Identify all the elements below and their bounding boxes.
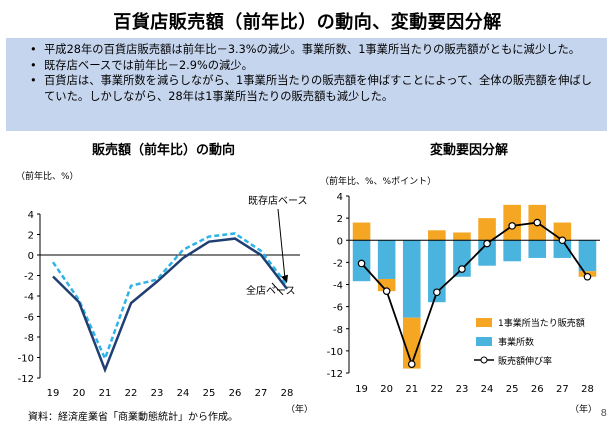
sales-growth-point [382,287,391,295]
per-establishment-bar [402,317,421,369]
right-x-tick-label: 27 [556,384,569,395]
all-store-arrow [271,282,284,296]
source-note: 資料：経済産業省「商業動態統計」から作成。 [28,412,238,423]
right-chart-title: 変動要因分解 [430,143,509,158]
right-x-tick-label: 21 [405,384,418,395]
right-x-axis-label: （年） [570,403,597,415]
legend-label-establishments: 事業所数 [498,336,534,348]
left-y-tick-label: -6 [24,313,34,324]
per-establishment-bar [428,230,446,241]
left-x-tick-label: 27 [255,388,268,399]
right-y-tick-label: -2 [333,258,343,269]
left-x-tick-label: 21 [99,388,112,399]
existing-store-arrowhead [281,274,288,283]
establishments-bar [503,240,521,262]
existing-store-annotation: 既存店ベース [248,194,308,207]
right-x-tick-label: 26 [531,384,544,395]
sales-growth-point [558,236,567,245]
right-y-tick-label: -4 [333,281,343,292]
right-y-tick-label: 4 [337,192,343,203]
left-y-tick-label: 2 [28,231,34,242]
left-x-tick-label: 24 [177,388,190,399]
right-x-tick-label: 24 [481,384,494,395]
right-y-tick-label: 2 [337,214,343,225]
left-y-tick-label: 4 [28,210,34,221]
right-x-tick-label: 22 [430,384,443,395]
right-x-tick-label: 19 [355,384,368,395]
per-establishment-bar [352,222,371,241]
left-x-tick-label: 23 [151,388,164,399]
right-x-tick-label: 23 [456,384,469,395]
per-establishment-bar [377,278,396,292]
sales-growth-point [433,288,441,297]
sales-growth-point [483,239,491,248]
left-x-tick-label: 28 [281,388,294,399]
existing-store-line [51,232,288,362]
establishments-bar [428,240,446,303]
per-establishment-bar [553,222,572,241]
sales-growth-point [533,218,542,227]
legend-label-sales-growth: 販売額伸び率 [498,355,552,367]
summary-bullet: 百貨店は、事業所数を減らしながら、1事業所当たりの販売額を伸ばすことによって、全… [30,73,597,104]
legend-label-per-establishment: 1事業所当たり販売額 [498,317,585,329]
establishments-bar [528,240,547,258]
left-x-tick-label: 20 [73,388,86,399]
establishments-bar [478,240,496,266]
left-y-axis-label: （前年比、%） [16,170,79,182]
right-x-tick-label: 20 [380,384,393,395]
sales-growth-point [508,222,516,230]
left-y-tick-label: -4 [24,292,34,303]
summary-bullet: 既存店ベースでは前年比－2.9%の減少。 [30,58,597,74]
legend-swatch-per-establishment [476,318,492,327]
all-store-line [52,237,288,374]
left-y-tick-label: -8 [24,333,34,344]
right-y-tick-label: -10 [327,347,343,358]
left-chart-title: 販売額（前年比）の動向 [92,143,236,158]
right-y-tick-label: 0 [337,236,343,247]
sales-growth-point [458,265,466,273]
left-x-tick-label: 22 [125,388,138,399]
legend-swatch-establishments [476,337,492,346]
left-y-tick-label: -2 [24,272,34,283]
page-title: 百貨店販売額（前年比）の動向、変動要因分解 [113,12,502,33]
establishments-bar [578,240,597,272]
left-y-tick-label: -10 [18,354,34,365]
right-y-tick-label: -8 [333,325,343,336]
right-y-tick-label: -12 [327,369,343,380]
legend-marker-sales-growth [480,356,488,364]
summary-bullet: 平成28年の百貨店販売額は前年比－3.3%の減少。事業所数、1事業所当たりの販売… [30,42,597,58]
establishments-bar [402,240,421,318]
establishments-bar [377,240,396,279]
existing-store-arrow [277,208,286,279]
left-x-tick-label: 26 [229,388,242,399]
left-x-tick-label: 25 [203,388,216,399]
establishments-bar [453,240,471,277]
right-y-tick-label: -6 [333,303,343,314]
sales-growth-point [357,259,366,268]
sales-growth-point [583,272,592,281]
right-x-tick-label: 25 [506,384,519,395]
right-x-tick-label: 28 [581,384,594,395]
per-establishment-bar [453,232,471,241]
left-y-tick-label: -12 [18,374,34,385]
establishments-bar [553,240,572,258]
left-x-axis-label: （年） [286,403,313,415]
sales-growth-line [360,221,589,367]
sales-growth-point [407,360,416,368]
left-x-tick-label: 19 [47,388,60,399]
left-y-tick-label: 0 [28,251,34,262]
right-y-axis-label: （前年比、%、%ポイント） [320,175,436,187]
all-store-annotation: 全店ベース [246,284,296,297]
per-establishment-bar [478,218,496,241]
page-number: 8 [600,408,607,419]
summary-box: 平成28年の百貨店販売額は前年比－3.3%の減少。事業所数、1事業所当たりの販売… [6,38,607,131]
